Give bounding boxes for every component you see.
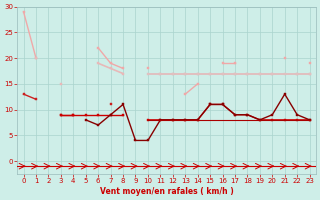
X-axis label: Vent moyen/en rafales ( km/h ): Vent moyen/en rafales ( km/h ) — [100, 187, 234, 196]
